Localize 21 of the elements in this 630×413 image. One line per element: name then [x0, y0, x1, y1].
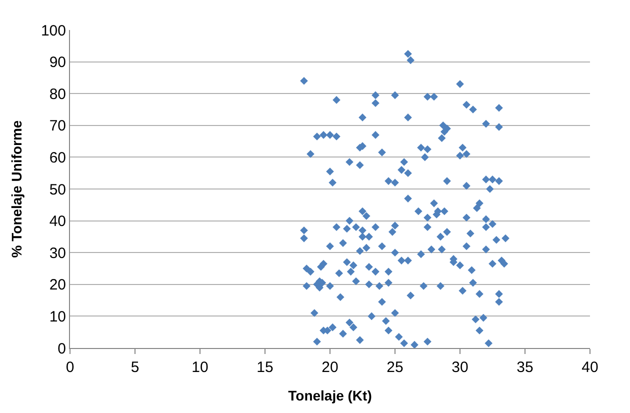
y-tick-label: 30 — [49, 244, 66, 262]
x-tick-label: 5 — [130, 359, 140, 376]
x-tick-label: 20 — [322, 359, 338, 376]
y-tick-label: 10 — [49, 308, 66, 326]
x-tick-label: 35 — [516, 359, 534, 376]
y-tick-label: 60 — [49, 149, 66, 166]
x-tick-label: 25 — [386, 359, 404, 376]
x-axis-title: Tonelaje (Kt) — [288, 387, 372, 404]
x-tick-label: 30 — [452, 359, 468, 376]
x-tick-label: 15 — [256, 359, 274, 376]
y-tick-label: 40 — [49, 213, 66, 230]
y-axis-title: % Tonelaje Uniforme — [8, 120, 25, 258]
y-tick-label: 80 — [49, 86, 66, 103]
y-tick-label: 90 — [49, 54, 66, 72]
y-tick-label: 50 — [49, 181, 66, 198]
y-tick-label: 0 — [58, 340, 66, 358]
y-tick-label: 20 — [49, 276, 66, 294]
x-tick-label: 10 — [192, 359, 208, 376]
y-tick-label: 100 — [40, 22, 66, 40]
y-tick-label: 70 — [49, 118, 66, 135]
x-tick-label: 40 — [582, 359, 598, 376]
